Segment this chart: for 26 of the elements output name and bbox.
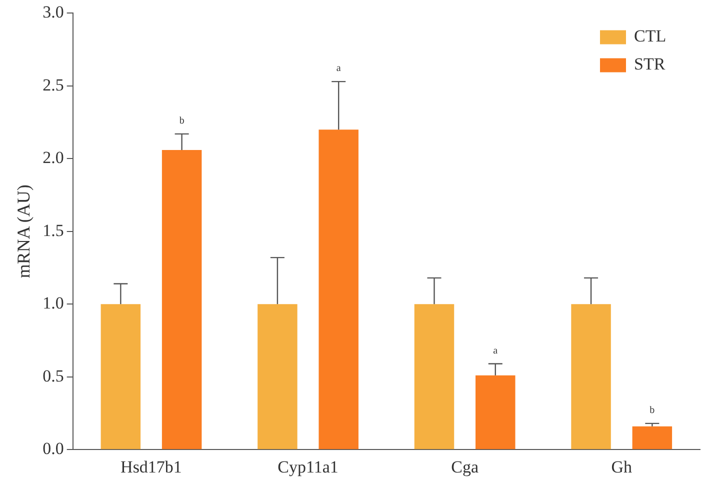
y-tick-label: 3.0 bbox=[42, 2, 64, 22]
bar bbox=[100, 304, 141, 450]
annotation: a bbox=[336, 63, 342, 74]
bar bbox=[258, 304, 298, 450]
annotation: a bbox=[493, 345, 498, 356]
y-tick-label: 0.0 bbox=[42, 439, 64, 458]
y-tick-label: 2.0 bbox=[42, 148, 64, 168]
y-tick-label: 1.0 bbox=[42, 294, 64, 313]
legend-label: CTL bbox=[634, 26, 666, 46]
bar bbox=[318, 130, 358, 450]
bar bbox=[632, 426, 672, 450]
x-tick-label: Cga bbox=[451, 457, 479, 476]
annotation: b bbox=[650, 405, 655, 416]
bar bbox=[571, 304, 611, 450]
x-tick-label: Gh bbox=[611, 457, 632, 476]
legend-label: STR bbox=[634, 54, 666, 74]
bar bbox=[414, 304, 454, 450]
y-tick-label: 1.5 bbox=[42, 220, 64, 240]
bar bbox=[162, 150, 202, 450]
annotation: b bbox=[179, 116, 184, 127]
x-tick-label: Hsd17b1 bbox=[120, 457, 182, 476]
x-tick-label: Cyp11a1 bbox=[278, 457, 338, 476]
y-axis-title: mRNA (AU) bbox=[14, 184, 34, 278]
bar bbox=[476, 375, 516, 450]
y-tick-label: 2.5 bbox=[42, 75, 64, 94]
y-tick-label: 0.5 bbox=[42, 366, 64, 386]
